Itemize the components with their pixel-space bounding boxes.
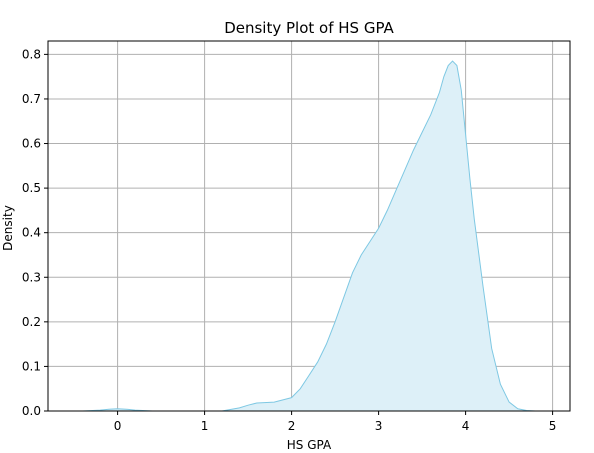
y-tick-label: 0.3	[22, 270, 41, 284]
y-tick-label: 0.8	[22, 47, 41, 61]
y-tick-label: 0.2	[22, 315, 41, 329]
y-tick-label: 0.4	[22, 226, 41, 240]
y-tick-label: 0.0	[22, 404, 41, 418]
y-tick-label: 0.5	[22, 181, 41, 195]
y-tick-label: 0.6	[22, 137, 41, 151]
x-tick-label: 5	[549, 419, 557, 433]
y-tick-label: 0.7	[22, 92, 41, 106]
x-axis-label: HS GPA	[287, 438, 332, 452]
x-tick-label: 2	[288, 419, 296, 433]
x-tick-label: 0	[114, 419, 122, 433]
x-tick-label: 3	[375, 419, 383, 433]
chart-title: Density Plot of HS GPA	[224, 19, 394, 37]
density-area	[82, 61, 536, 412]
axis-ticks: 0 1 2 3 4 5 0.0 0.1 0.2 0.3 0.4 0.5 0.6 0.7 0.8	[22, 47, 557, 433]
y-axis-label: Density	[1, 205, 15, 251]
y-tick-label: 0.1	[22, 359, 41, 373]
x-tick-label: 4	[462, 419, 470, 433]
x-tick-label: 1	[201, 419, 209, 433]
plot-frame	[47, 40, 571, 412]
